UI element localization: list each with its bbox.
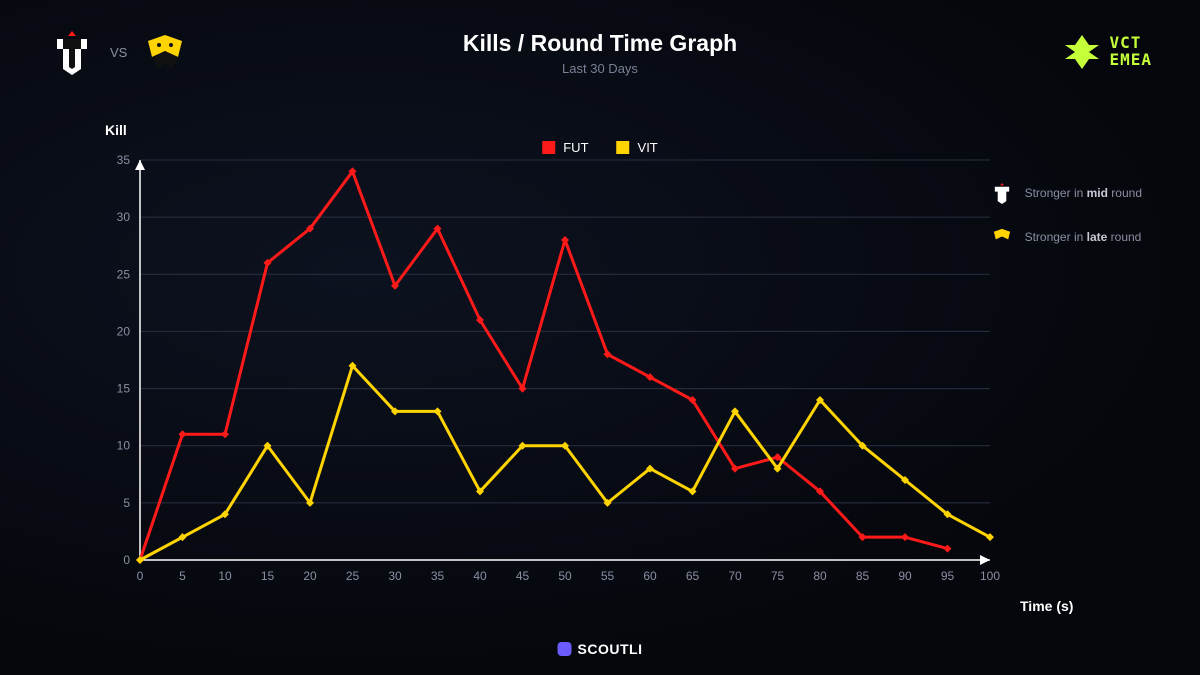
svg-text:75: 75 (771, 569, 785, 583)
svg-text:20: 20 (117, 324, 131, 338)
svg-text:20: 20 (303, 569, 317, 583)
league-text: VCT EMEA (1109, 35, 1152, 69)
svg-text:15: 15 (261, 569, 275, 583)
league-line2: EMEA (1109, 52, 1152, 69)
svg-text:70: 70 (728, 569, 742, 583)
svg-text:10: 10 (117, 439, 131, 453)
svg-text:45: 45 (516, 569, 530, 583)
brand-icon (558, 642, 572, 656)
svg-text:10: 10 (218, 569, 232, 583)
svg-text:55: 55 (601, 569, 615, 583)
svg-text:25: 25 (117, 267, 131, 281)
title-block: Kills / Round Time Graph Last 30 Days (463, 30, 737, 76)
page-title: Kills / Round Time Graph (463, 30, 737, 57)
svg-text:5: 5 (123, 496, 130, 510)
svg-text:30: 30 (388, 569, 402, 583)
brand-text: SCOUTLI (578, 641, 643, 657)
svg-text:80: 80 (813, 569, 827, 583)
page-subtitle: Last 30 Days (463, 61, 737, 76)
team1-logo (48, 28, 96, 76)
y-axis-label: Kill (105, 122, 127, 138)
svg-text:65: 65 (686, 569, 700, 583)
svg-text:95: 95 (941, 569, 955, 583)
teams-block: VS (48, 28, 189, 76)
chart: 0 5 10 15 20 25 30 35 0 5 10 15 20 25 30 35 40 45 50 55 60 65… (105, 150, 1090, 600)
svg-text:100: 100 (980, 569, 1000, 583)
team2-logo (141, 28, 189, 76)
x-axis-label: Time (s) (1020, 598, 1073, 614)
svg-text:0: 0 (137, 569, 144, 583)
league-logo: VCT EMEA (1063, 33, 1152, 71)
footer-brand: SCOUTLI (558, 641, 643, 657)
svg-text:35: 35 (431, 569, 445, 583)
svg-text:15: 15 (117, 382, 131, 396)
svg-text:35: 35 (117, 153, 131, 167)
svg-text:90: 90 (898, 569, 912, 583)
svg-text:0: 0 (123, 553, 130, 567)
svg-text:30: 30 (117, 210, 131, 224)
svg-text:50: 50 (558, 569, 572, 583)
svg-text:5: 5 (179, 569, 186, 583)
svg-text:60: 60 (643, 569, 657, 583)
svg-text:85: 85 (856, 569, 870, 583)
vs-label: VS (110, 45, 127, 60)
svg-text:25: 25 (346, 569, 360, 583)
svg-text:40: 40 (473, 569, 487, 583)
